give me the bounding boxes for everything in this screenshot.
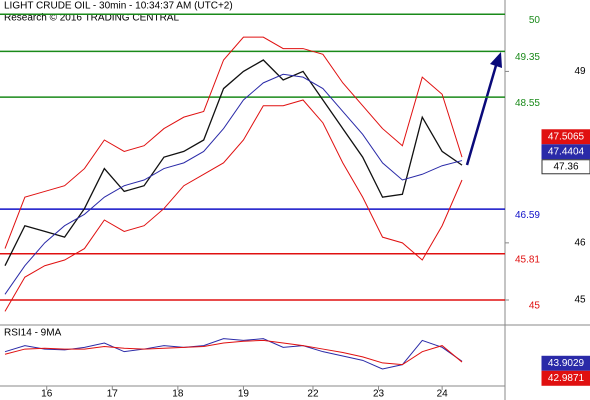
level-label: 46.59 xyxy=(515,210,540,221)
x-tick-label: 23 xyxy=(373,389,385,400)
y-tick-label: 46 xyxy=(574,237,586,248)
price-tag-label: 47.36 xyxy=(553,161,578,172)
chart-title: LIGHT CRUDE OIL - 30min - 10:34:37 AM (U… xyxy=(4,1,233,12)
x-tick-label: 18 xyxy=(172,389,184,400)
price-tag xyxy=(541,370,590,386)
price-tag-label: 47.5065 xyxy=(548,131,585,142)
level-label: 50 xyxy=(529,15,541,26)
x-tick-label: 16 xyxy=(41,389,53,400)
x-tick-label: 17 xyxy=(107,389,119,400)
level-label: 49.35 xyxy=(515,52,540,63)
price-tag-label: 42.9871 xyxy=(548,373,585,384)
series-line xyxy=(4,73,463,295)
level-label: 48.55 xyxy=(515,98,540,109)
series-line xyxy=(4,339,463,366)
series-line xyxy=(4,36,463,249)
price-tag xyxy=(541,355,590,371)
series-line xyxy=(4,99,463,312)
level-label: 45 xyxy=(529,301,541,312)
x-tick-label: 22 xyxy=(307,389,319,400)
chart-subtitle: Research © 2016 TRADING CENTRAL xyxy=(4,13,179,24)
price-tag-label: 47.4404 xyxy=(548,146,585,157)
rsi-title: RSI14 - 9MA xyxy=(4,328,62,339)
forecast-arrowhead xyxy=(490,52,502,68)
forecast-arrow xyxy=(465,61,499,166)
y-tick-label: 49 xyxy=(574,66,586,77)
price-tag xyxy=(541,144,590,160)
price-tag xyxy=(541,129,590,145)
series-line xyxy=(4,59,463,267)
x-tick-label: 19 xyxy=(238,389,250,400)
series-line xyxy=(4,338,463,370)
x-tick-label: 24 xyxy=(437,389,449,400)
price-tag-label: 43.9029 xyxy=(548,358,585,369)
price-tag xyxy=(541,159,590,175)
level-label: 45.81 xyxy=(515,254,540,265)
y-tick-label: 45 xyxy=(574,295,586,306)
